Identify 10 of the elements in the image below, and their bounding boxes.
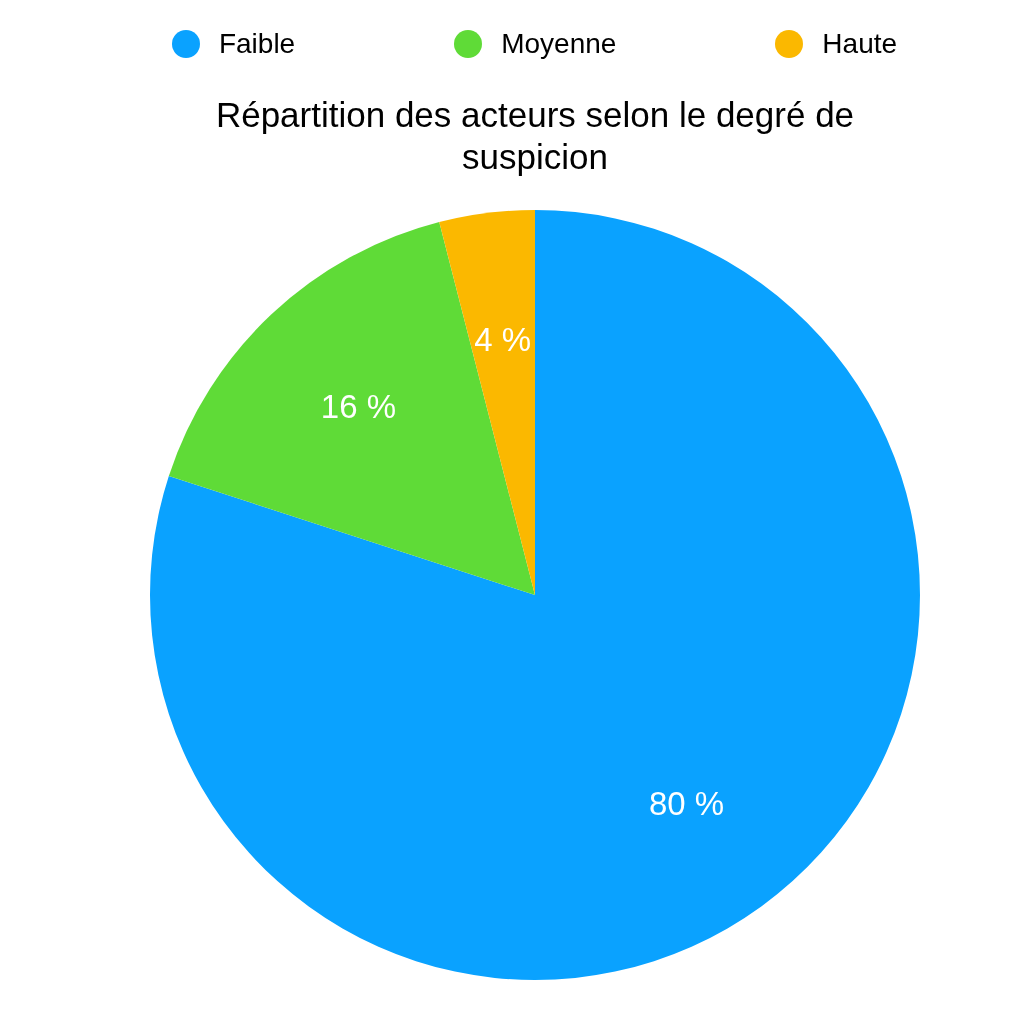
pie-slice <box>168 222 535 595</box>
text: Répartition des acteurs selon le degré de suspicion <box>214 94 856 178</box>
data-label: 4 % <box>474 320 532 358</box>
legend-label: Moyenne <box>501 28 617 60</box>
legend-label: Faible <box>218 28 296 60</box>
data-label: 80 % <box>649 785 725 823</box>
pie-slice <box>439 210 535 595</box>
data-label: 16 % <box>320 388 397 426</box>
pie-slice <box>150 210 920 980</box>
legend-label: Haute <box>822 28 898 60</box>
